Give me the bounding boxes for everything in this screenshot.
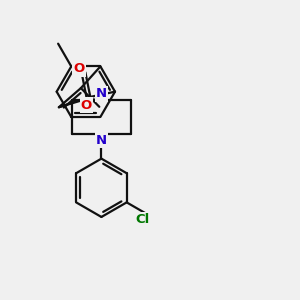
Text: O: O: [81, 98, 92, 112]
Text: Cl: Cl: [135, 213, 149, 226]
Text: N: N: [96, 134, 107, 147]
Text: O: O: [73, 62, 84, 75]
Text: N: N: [96, 87, 107, 101]
